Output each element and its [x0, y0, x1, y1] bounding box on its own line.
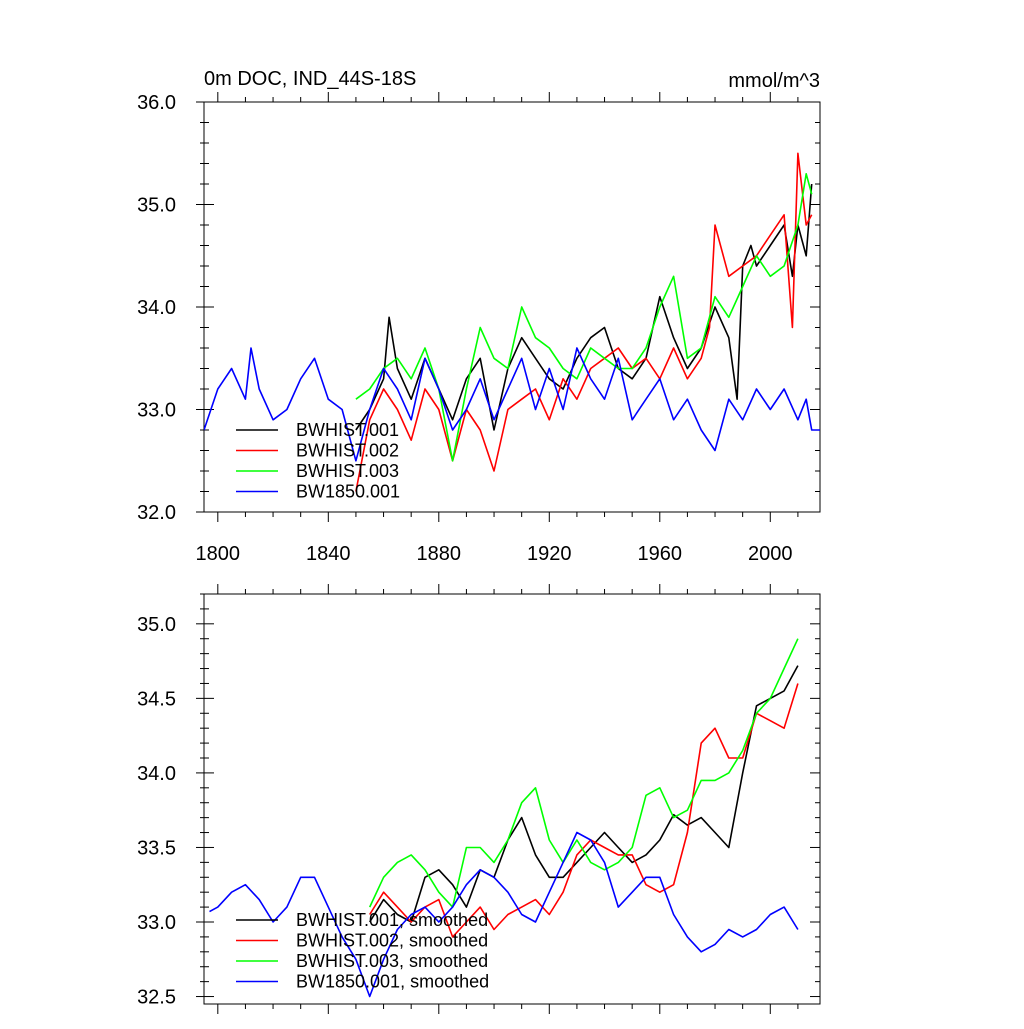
chart-title: 0m DOC, IND_44S-18S: [204, 68, 416, 90]
bottom-panel: 32.5 33.0 33.5 34.0 34.5 35.0 BWHIST.001, smoo…: [137, 584, 821, 1014]
legend-label: BWHIST.002: [296, 441, 399, 461]
legend-label: BWHIST.001: [296, 420, 399, 440]
x-tick-label: 1960: [638, 543, 683, 565]
legend-label: BW1850.001: [296, 482, 400, 502]
series-line-bwhist-003-smoothed: [368, 638, 799, 908]
legend-label: BWHIST.002, smoothed: [296, 931, 488, 951]
y-tick-label: 33.5: [137, 837, 176, 859]
x-tick-label: 1920: [527, 543, 572, 565]
x-tick-label: 1800: [196, 543, 241, 565]
y-tick-label: 33.0: [137, 912, 176, 934]
series-line-bwhist-003: [355, 173, 813, 462]
y-tick-label: 36.0: [137, 92, 176, 114]
units-label: mmol/m^3: [728, 70, 820, 92]
series-line-bwhist-002-smoothed: [369, 683, 799, 938]
series-line-bw1850-001-smoothed: [209, 831, 799, 998]
series-line-bwhist-001-smoothed: [369, 665, 799, 923]
y-tick-label: 32.5: [137, 987, 176, 1009]
y-tick-label: 34.5: [137, 688, 176, 710]
x-tick-label: 1840: [306, 543, 351, 565]
legend-label: BWHIST.003, smoothed: [296, 951, 488, 971]
y-tick-label: 34.0: [137, 763, 176, 785]
series-line-bw1850-001: [204, 347, 820, 462]
x-tick-label: 1880: [417, 543, 462, 565]
y-tick-label: 35.0: [137, 614, 176, 636]
legend-label: BWHIST.003: [296, 461, 399, 481]
legend-label: BW1850.001, smoothed: [296, 972, 489, 992]
plot-frame: [203, 593, 821, 1005]
x-tick-label: 2000: [748, 543, 793, 565]
y-tick-label: 33.0: [137, 400, 176, 422]
top-panel: 1800 1840 1880 1920 1960 2000 32.0 33.0 34.0 35.0…: [137, 92, 821, 565]
legend-label: BWHIST.001, smoothed: [296, 910, 488, 930]
y-tick-label: 35.0: [137, 195, 176, 217]
y-tick-label: 32.0: [137, 502, 176, 524]
y-tick-label: 34.0: [137, 297, 176, 319]
